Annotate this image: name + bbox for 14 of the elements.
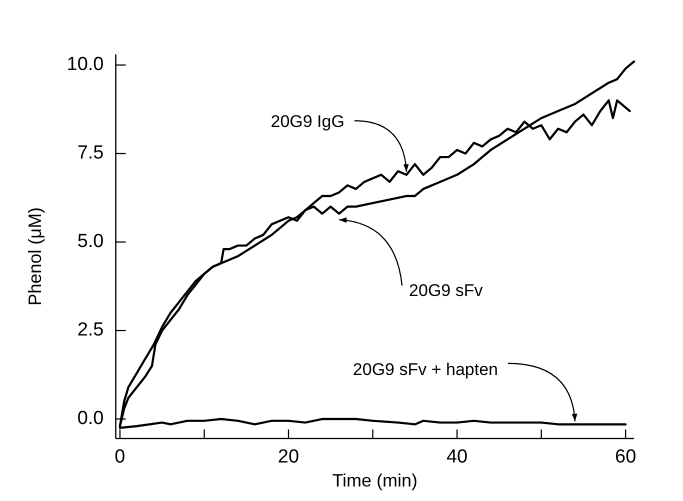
y-tick-label: 10.0 [66,54,104,76]
y-axis-title: Phenol (μM) [24,207,45,306]
y-tick-label: 2.5 [77,320,104,341]
y-tick-label: 0.0 [77,408,104,430]
y-tick-label: 5.0 [77,231,104,252]
x-tick-label: 40 [446,446,468,468]
annotation: 20G9 sFv + hapten [352,360,498,379]
annotation: 20G9 sFv [409,281,484,300]
x-tick-label: 60 [615,446,636,468]
x-axis-title: Time (min) [332,470,418,490]
annotation: 20G9 IgG [270,112,344,132]
x-tick-label: 20 [278,446,300,468]
x-tick-label: 0 [114,446,126,468]
y-tick-label: 7.5 [77,142,104,164]
